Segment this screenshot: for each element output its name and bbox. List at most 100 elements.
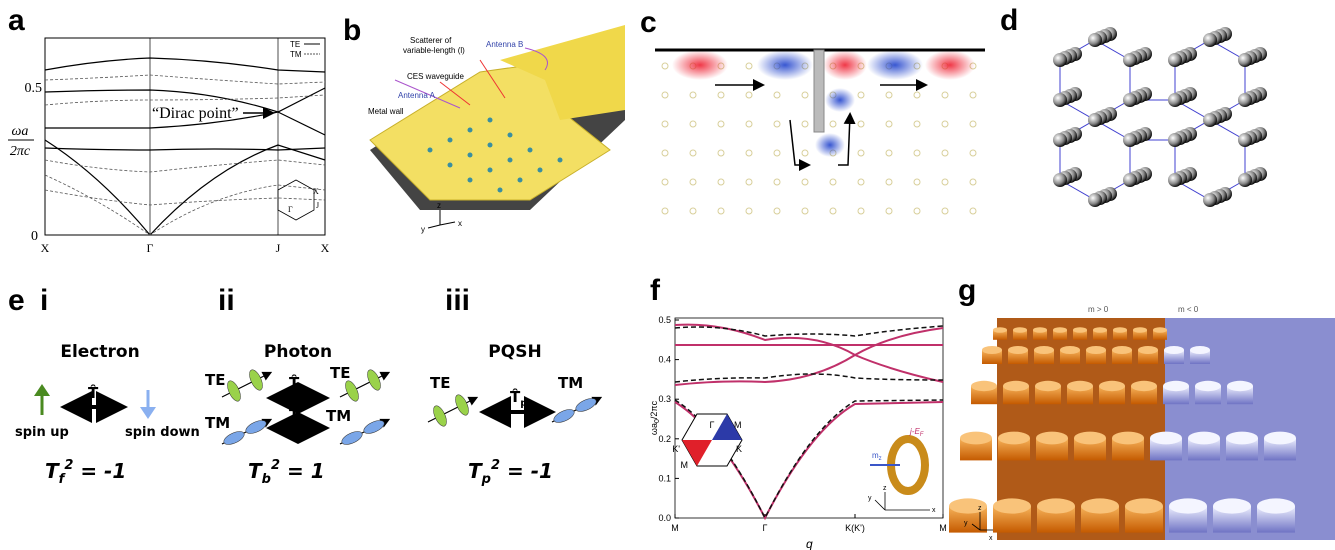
y-tick-label: 0.2 — [658, 434, 671, 444]
axes-glyph — [428, 210, 455, 228]
lattice-site — [690, 121, 696, 127]
axis-label: y — [421, 225, 425, 234]
lattice-site — [718, 150, 724, 156]
lattice-site — [886, 208, 892, 214]
cylinder-top — [1131, 381, 1157, 391]
y-tick-label: 0.5 — [658, 315, 671, 325]
cylinder-top — [1163, 381, 1189, 391]
lattice-site — [858, 121, 864, 127]
cylinder-top — [1033, 327, 1047, 333]
spin-sphere — [1088, 113, 1102, 127]
x-tick-label: Γ — [763, 523, 768, 533]
cylinder-top — [1053, 327, 1067, 333]
inset-label: Γ — [288, 205, 293, 214]
lattice-site — [914, 150, 920, 156]
panel-c: c — [640, 6, 985, 214]
operator: T̂f — [88, 383, 103, 405]
cylinder-top — [1060, 346, 1080, 354]
y-label-main: ωa — [649, 423, 659, 435]
y-axis-label: 2πc — [10, 144, 31, 159]
formula-rhs: = -1 — [500, 459, 553, 483]
cylinder-top — [1153, 327, 1167, 333]
wave-lobe — [244, 418, 268, 436]
lattice-site — [914, 121, 920, 127]
cylinder-top — [1138, 346, 1158, 354]
axis-label: y — [964, 520, 968, 527]
polarization-waves — [222, 368, 600, 447]
cylinder-top — [993, 498, 1031, 513]
lattice-site — [746, 121, 752, 127]
lattice-site — [858, 92, 864, 98]
operator-subscript: b — [299, 416, 306, 427]
moment-subscript: z — [879, 456, 882, 462]
operator-subscript: f — [98, 394, 103, 405]
panel-b: b Scatterer of variable-length (l) CES w… — [343, 14, 625, 234]
panel-label: g — [958, 274, 976, 307]
wave-lobe — [340, 429, 364, 447]
lattice-site — [802, 208, 808, 214]
cylinder-top — [1257, 498, 1295, 513]
annotation: “Dirac point” — [152, 105, 239, 122]
formula-superscript: 2 — [491, 458, 500, 473]
column-title: PQSH — [488, 342, 541, 362]
column-numeral: i — [40, 284, 48, 317]
callout: CES waveguide — [407, 72, 464, 81]
mode-label: TM — [205, 414, 230, 432]
cylinder-top — [1226, 432, 1258, 445]
formula-rhs: = -1 — [73, 459, 126, 483]
figure: a TE TM ωa 2πc 0 0.5 X Γ J X “Dirac poin… — [0, 0, 1335, 550]
spin-sphere — [1238, 93, 1252, 107]
cylinder-top — [1035, 381, 1061, 391]
spin-sphere — [1053, 173, 1067, 187]
wave-lobe — [552, 407, 576, 425]
lattice-site — [886, 92, 892, 98]
callout: Antenna A — [398, 91, 436, 100]
callout: Scatterer of — [410, 36, 452, 45]
lattice-site — [914, 92, 920, 98]
formula-subscript: b — [262, 472, 271, 487]
axis-label: z — [437, 201, 441, 210]
lattice-site — [662, 121, 668, 127]
bands-tm — [45, 75, 325, 235]
x-tick-label: M — [671, 523, 679, 533]
cylinder-top — [1086, 346, 1106, 354]
torus-label: mz — [872, 451, 882, 462]
y-axis-label: ωa — [12, 124, 29, 139]
lattice-site — [774, 179, 780, 185]
cylinder-top — [1169, 498, 1207, 513]
column-title: Photon — [264, 342, 332, 362]
lattice-site — [746, 208, 752, 214]
spin-sphere — [1168, 53, 1182, 67]
cylinder-top — [1112, 432, 1144, 445]
axis-label: x — [989, 535, 993, 542]
field-lobe — [823, 50, 867, 80]
spin-sphere — [1168, 173, 1182, 187]
x-tick-label: K(K') — [845, 523, 865, 533]
formula: Tb2 = 1 — [248, 458, 325, 487]
cylinder-top — [960, 432, 992, 445]
wave-lobe — [362, 418, 386, 436]
lattice-site — [970, 179, 976, 185]
y-tick-label: 0.5 — [25, 81, 43, 96]
cylinder-top — [1150, 432, 1182, 445]
y-axis-label: ωa0/2πc — [649, 400, 661, 435]
field-lobe — [672, 50, 728, 80]
x-tick-label: J — [276, 241, 281, 255]
lattice-site — [914, 208, 920, 214]
column-title: Electron — [60, 342, 139, 362]
cylinder-top — [982, 346, 1002, 354]
operator: T̂b — [289, 373, 306, 395]
lattice-site — [970, 121, 976, 127]
cylinder-top — [1034, 346, 1054, 354]
lattice-site — [774, 121, 780, 127]
lattice-site — [802, 121, 808, 127]
panel-e: e i ii iii Electron Photon PQSH T̂f spin… — [8, 284, 600, 487]
cylinder-top — [998, 432, 1030, 445]
spin-sphere — [1053, 133, 1067, 147]
panel-label: b — [343, 14, 361, 47]
formula: Tp2 = -1 — [468, 458, 553, 487]
cylinder-top — [1074, 432, 1106, 445]
lattice-site — [886, 121, 892, 127]
panel-a: a TE TM ωa 2πc 0 0.5 X Γ J X “Dirac poin… — [8, 4, 330, 255]
cylinder-top — [1113, 327, 1127, 333]
